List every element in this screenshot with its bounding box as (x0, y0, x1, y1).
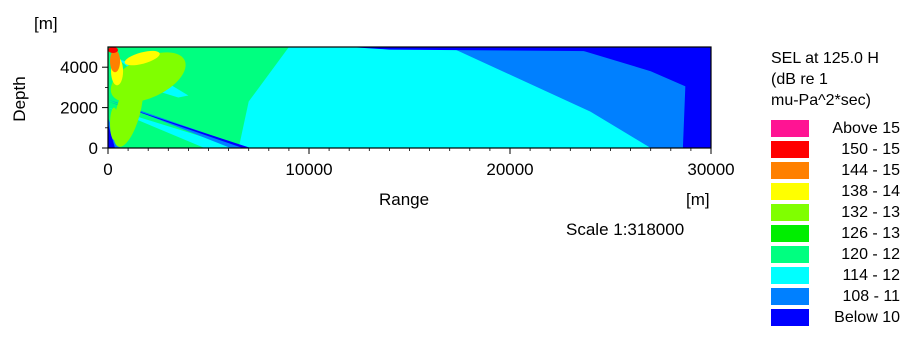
legend-label: 150 - 15 (841, 141, 900, 158)
legend-label: 120 - 12 (841, 246, 900, 263)
sel-region-12 (113, 76, 144, 147)
x-tick-label: 0 (103, 160, 112, 179)
legend-swatch (771, 141, 809, 158)
legend-swatch (771, 267, 809, 284)
legend-label: Below 10 (834, 309, 900, 326)
sel-region-17 (108, 47, 119, 54)
legend-item: Below 10 (771, 308, 902, 327)
y-tick-label: 4000 (60, 58, 98, 77)
legend-swatch (771, 225, 809, 242)
legend-item: Above 15 (771, 119, 902, 138)
legend-item: 138 - 14 (771, 182, 902, 201)
x-tick-label: 10000 (285, 160, 332, 179)
legend-swatch (771, 309, 809, 326)
legend-title-line: mu-Pa^2*sec) (771, 92, 871, 109)
legend-item: 108 - 11 (771, 287, 902, 306)
x-tick-label: 20000 (486, 160, 533, 179)
sel-region-14 (124, 50, 160, 66)
legend-label: 132 - 13 (841, 204, 900, 221)
legend-item: 150 - 15 (771, 140, 902, 159)
legend-label: 144 - 15 (841, 162, 900, 179)
legend-item: 144 - 15 (771, 161, 902, 180)
legend-swatch (771, 288, 809, 305)
sel-region-5 (108, 107, 239, 148)
y-tick-label: 0 (89, 139, 98, 158)
legend-title-line: (dB re 1 (771, 71, 828, 88)
legend-label: 114 - 12 (842, 267, 900, 284)
sel-region-7 (108, 101, 251, 148)
y-tick-label: 2000 (60, 99, 98, 118)
legend-item: 132 - 13 (771, 203, 902, 222)
legend-label: 138 - 14 (841, 183, 900, 200)
x-axis-unit: [m] (686, 190, 710, 209)
y-axis-label: Depth (10, 76, 29, 122)
sel-region-13 (110, 107, 119, 140)
sel-field (108, 47, 711, 148)
x-axis-label: Range (379, 190, 430, 209)
legend-swatch (771, 162, 809, 179)
legend-swatch (771, 246, 809, 263)
axes: 0 10000 20000 30000 0 2000 4000 (60, 58, 734, 179)
sel-region-2 (570, 47, 711, 98)
legend-item: 114 - 12 (771, 266, 902, 285)
legend-title-line: SEL at 125.0 H (771, 50, 879, 67)
legend-item: 126 - 13 (771, 224, 902, 243)
legend-label: Above 15 (832, 120, 900, 137)
legend-swatch (771, 120, 809, 137)
sel-region-1 (449, 47, 711, 148)
legend-label: 108 - 11 (842, 288, 900, 305)
sel-region-9 (108, 123, 115, 148)
y-axis-unit: [m] (34, 14, 58, 33)
x-tick-label: 30000 (687, 160, 734, 179)
scale-label: Scale 1:318000 (566, 220, 685, 239)
sel-region-4 (349, 47, 711, 53)
legend-swatch (771, 204, 809, 221)
sel-region-6 (108, 99, 249, 148)
legend-item: 120 - 12 (771, 245, 902, 264)
legend-label: 126 - 13 (841, 225, 900, 242)
legend-swatch (771, 183, 809, 200)
sel-region-16 (110, 50, 121, 73)
sel-region-3 (682, 47, 711, 148)
